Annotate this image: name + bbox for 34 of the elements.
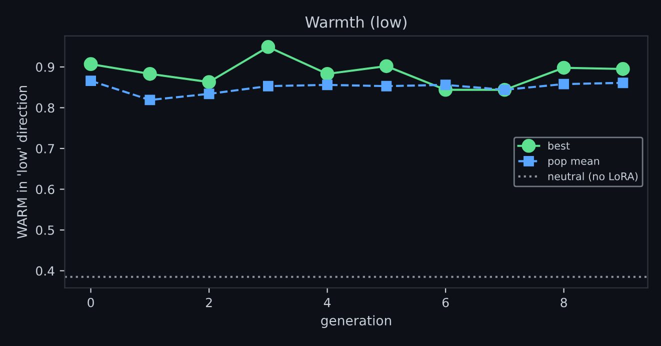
y-tick-label: 0.8 (36, 103, 54, 113)
y-tick-label: 0.7 (36, 144, 54, 154)
point (616, 62, 630, 76)
y-axis-title: WARM in 'low' direction (16, 86, 28, 239)
point (440, 80, 451, 90)
x-tick-label: 8 (560, 298, 567, 308)
point (86, 76, 96, 86)
y-tick-label: 0.5 (36, 225, 54, 235)
x-tick-label: 0 (88, 298, 94, 308)
point (142, 66, 157, 81)
legend-label: pop mean (548, 158, 600, 167)
point (556, 60, 571, 75)
point (322, 80, 333, 90)
point (84, 57, 98, 72)
point (379, 59, 394, 74)
y-tick-label: 0.6 (36, 184, 54, 194)
legend-label: best (548, 142, 570, 150)
point (558, 78, 570, 90)
point (618, 78, 628, 88)
chart-title: Warmth (low) (305, 16, 406, 30)
y-tick-label: 0.9 (36, 62, 54, 72)
point (381, 80, 392, 92)
point (204, 88, 214, 100)
legend-label: neutral (no LoRA) (548, 172, 638, 182)
x-axis-title: generation (321, 315, 392, 328)
x-tick-label: 6 (442, 298, 449, 308)
x-tick-label: 4 (324, 298, 331, 308)
point (262, 80, 274, 92)
x-tick-label: 2 (206, 298, 212, 308)
point (261, 40, 276, 54)
point (202, 75, 216, 89)
point (320, 66, 334, 81)
y-tick-label: 0.4 (36, 266, 54, 276)
point (144, 94, 156, 106)
